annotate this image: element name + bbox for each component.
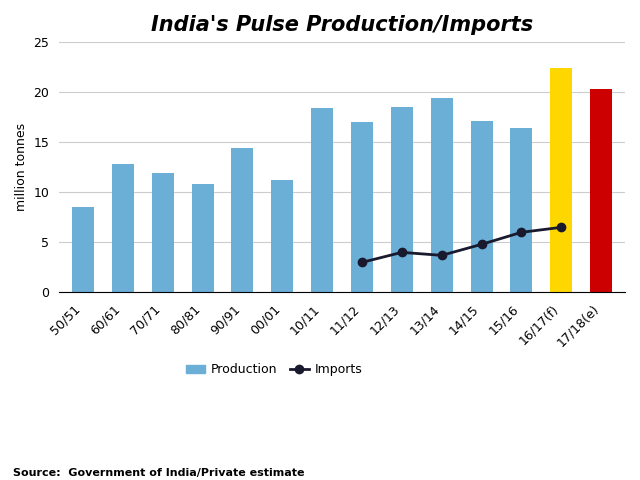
Bar — [391, 107, 413, 292]
Bar — [550, 68, 572, 292]
Bar — [152, 173, 173, 292]
Bar — [511, 128, 532, 292]
Bar — [112, 164, 134, 292]
Bar — [271, 180, 293, 292]
Bar — [590, 89, 612, 292]
Title: India's Pulse Production/Imports: India's Pulse Production/Imports — [151, 15, 533, 35]
Bar — [311, 108, 333, 292]
Text: Source:  Government of India/Private estimate: Source: Government of India/Private esti… — [13, 468, 304, 478]
Y-axis label: million tonnes: million tonnes — [15, 123, 28, 211]
Bar — [191, 184, 214, 292]
Bar — [232, 148, 253, 292]
Bar — [72, 207, 94, 292]
Bar — [431, 98, 452, 292]
Bar — [351, 122, 373, 292]
Bar — [470, 121, 493, 292]
Legend: Production, Imports: Production, Imports — [180, 358, 367, 381]
